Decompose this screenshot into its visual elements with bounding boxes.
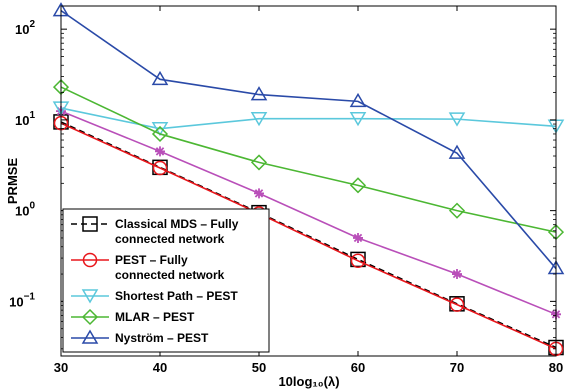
series-4-point-2 <box>250 154 268 171</box>
series-3-point-1 <box>151 121 169 137</box>
series-1-point-3 <box>350 253 366 269</box>
series-5-line <box>60 9 557 270</box>
series-3-point-3 <box>349 111 367 127</box>
series-4-point-4 <box>448 202 466 219</box>
legend-label-0-0: Classical MDS – Fully <box>115 217 239 231</box>
series-5-point-1 <box>151 70 169 86</box>
x-tick-label-0: 30 <box>54 360 68 375</box>
x-tick-label-1: 40 <box>153 360 167 375</box>
series-5-point-2 <box>250 86 268 101</box>
series-1-point-4 <box>449 297 465 312</box>
series-5-point-3 <box>349 92 367 108</box>
legend-label-1-0: PEST – Fully <box>115 253 188 267</box>
x-tick-label-3: 60 <box>351 360 365 375</box>
series-1-line <box>60 122 557 350</box>
y-tick-label-1: 101 <box>15 110 35 128</box>
legend-label-4-0: Nyström – PEST <box>115 331 209 345</box>
legend-label-2-0: Shortest Path – PEST <box>115 289 238 303</box>
series-3-point-4 <box>448 112 466 127</box>
legend-label-1-1: connected network <box>115 268 225 282</box>
legend-marker-4 <box>81 329 99 344</box>
legend-label-0-1: connected network <box>115 232 225 246</box>
legend-marker-3 <box>81 308 99 326</box>
y-tick-label-3: 10−1 <box>9 291 35 309</box>
series-4 <box>52 79 565 241</box>
x-tick-label-5: 80 <box>549 360 563 375</box>
legend-box <box>62 208 270 353</box>
legend-entry-2: Shortest Path – PEST <box>71 289 238 304</box>
x-tick-label-2: 50 <box>252 360 266 375</box>
x-tick-label-4: 70 <box>450 360 464 375</box>
x-axis-label: 10log₁₀(λ) <box>278 374 339 389</box>
series-4-point-1 <box>151 125 169 143</box>
series-5-point-4 <box>448 144 466 159</box>
legend-marker-0 <box>82 216 98 232</box>
series-2-point-4 <box>452 269 462 280</box>
legend-marker-1 <box>82 252 98 268</box>
y-tick-label-2: 100 <box>15 201 35 219</box>
series-3 <box>52 101 565 137</box>
y-axis-label: PRMSE <box>5 158 20 205</box>
series-4-point-3 <box>349 177 367 194</box>
legend-entry-4: Nyström – PEST <box>71 329 209 345</box>
y-tick-label-0: 102 <box>15 19 35 37</box>
series-3-point-2 <box>250 111 268 127</box>
plot-frame <box>60 5 557 357</box>
legend-marker-2 <box>81 289 99 304</box>
series-1-point-1 <box>152 160 168 176</box>
series-2-point-1 <box>155 146 165 157</box>
series-2-point-3 <box>353 232 363 243</box>
legend-entry-3: MLAR – PEST <box>71 308 195 326</box>
series-2-point-2 <box>254 188 264 199</box>
ticks-layer: 30 40 50 60 70 80 102 101 100 10−1 <box>9 6 563 375</box>
series-3-line <box>60 107 557 130</box>
series-2-line <box>60 110 557 316</box>
legend-label-3-0: MLAR – PEST <box>115 310 195 324</box>
series-4-line <box>60 86 557 233</box>
